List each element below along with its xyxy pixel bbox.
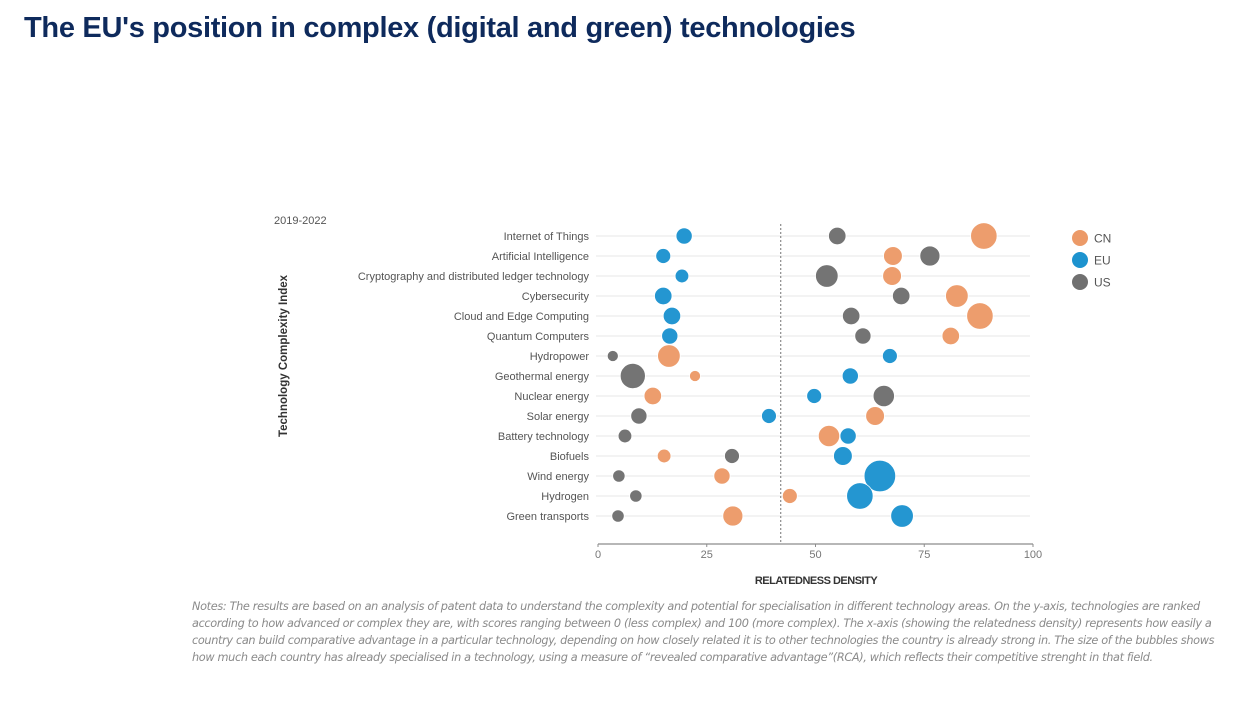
bubble-us: [724, 448, 740, 464]
x-tick-label: 0: [595, 549, 601, 561]
y-axis-labels: Internet of Things Artificial Intelligenc…: [358, 231, 590, 523]
x-tick-label: 100: [1024, 549, 1042, 561]
legend-swatch-cn: [1072, 230, 1088, 246]
bubble-cn: [966, 302, 994, 330]
bubble-us: [872, 384, 895, 408]
bubble-us: [629, 489, 643, 503]
legend-label: US: [1094, 276, 1111, 290]
bubble-cn: [781, 488, 798, 504]
bubble-us: [612, 469, 626, 483]
row-label: Cybersecurity: [522, 291, 590, 303]
series-us: [606, 226, 941, 523]
row-label: Internet of Things: [504, 231, 590, 243]
row-label: Wind energy: [527, 471, 589, 483]
row-label: Solar energy: [527, 411, 590, 423]
row-label: Geothermal energy: [495, 371, 590, 383]
legend-label: CN: [1094, 232, 1111, 246]
bubble-us: [828, 226, 847, 246]
row-label: Biofuels: [550, 451, 590, 463]
bubbles: [606, 222, 998, 528]
chart-notes: Notes: The results are based on an analy…: [192, 600, 1215, 664]
legend-label: EU: [1094, 254, 1111, 268]
bubble-us: [842, 306, 861, 326]
bubble-eu: [674, 268, 690, 284]
bubble-us: [630, 407, 648, 425]
row-label: Green transports: [506, 511, 589, 523]
bubble-us: [606, 350, 619, 362]
legend-swatch-us: [1072, 274, 1088, 290]
legend-swatch-eu: [1072, 252, 1088, 268]
bubble-eu: [675, 227, 693, 245]
x-tick-label: 25: [701, 549, 713, 561]
bubble-cn: [865, 406, 885, 426]
page-title: The EU's position in complex (digital an…: [24, 12, 856, 44]
row-label: Artificial Intelligence: [492, 251, 589, 263]
series-cn: [643, 222, 998, 527]
x-tick-label: 50: [809, 549, 821, 561]
bubble-us: [892, 286, 911, 306]
row-label: Cryptography and distributed ledger tech…: [358, 271, 590, 283]
bubble-cn: [713, 467, 731, 485]
bubble-cn: [882, 266, 902, 286]
bubble-cn: [883, 246, 903, 266]
x-axis: 0 25 50 75 100: [595, 543, 1042, 561]
row-label: Nuclear energy: [514, 391, 589, 403]
legend: CN EU US: [1072, 230, 1111, 290]
series-eu: [654, 227, 914, 528]
x-axis-title: RELATEDNESS DENSITY: [755, 575, 878, 587]
bubble-eu: [662, 306, 682, 326]
bubble-us: [919, 245, 941, 267]
bubble-cn: [643, 386, 662, 406]
bubble-us: [815, 264, 839, 288]
bubble-eu: [839, 427, 857, 445]
bubble-cn: [689, 370, 701, 382]
bubble-us: [617, 428, 633, 444]
bubble-eu: [654, 286, 673, 306]
bubble-cn: [945, 284, 969, 308]
bubble-eu: [761, 408, 777, 424]
bubble-eu: [833, 446, 853, 466]
bubble-us: [854, 327, 872, 345]
row-label: Hydrogen: [541, 491, 589, 503]
bubble-cn: [817, 424, 841, 448]
bubble-eu: [655, 248, 672, 264]
row-label: Quantum Computers: [487, 331, 590, 343]
bubble-us: [611, 509, 625, 523]
bubble-cn: [970, 222, 998, 250]
gridlines: [596, 235, 1030, 517]
bubble-eu: [863, 459, 897, 493]
bubble-cn: [722, 505, 744, 527]
bubble-cn: [656, 448, 672, 464]
bubble-eu: [890, 504, 914, 528]
bubble-eu: [846, 482, 874, 510]
bubble-us: [619, 362, 646, 389]
bubble-cn: [941, 326, 960, 346]
bubble-eu: [806, 388, 823, 404]
bubble-eu: [841, 367, 859, 385]
row-label: Battery technology: [498, 431, 590, 443]
x-tick-label: 75: [918, 549, 930, 561]
y-axis-title: Technology Complexity Index: [278, 274, 290, 437]
row-label: Hydropower: [530, 351, 590, 363]
bubble-eu: [882, 348, 898, 364]
period-label: 2019-2022: [274, 215, 327, 227]
bubble-eu: [661, 327, 679, 345]
row-label: Cloud and Edge Computing: [454, 311, 589, 323]
bubble-cn: [657, 344, 681, 368]
